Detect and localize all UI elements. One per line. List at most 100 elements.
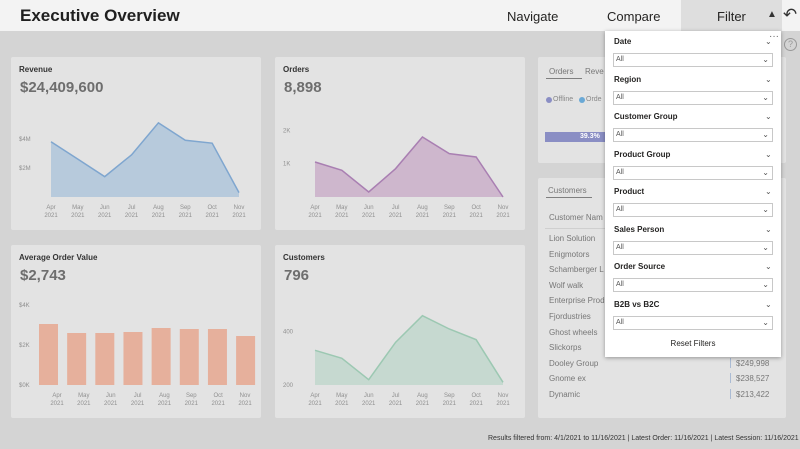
tab-orders[interactable]: Orders: [549, 67, 574, 76]
x-tick-month: Nov: [498, 205, 509, 211]
x-tick-month: Jun: [106, 393, 116, 399]
chevron-down-icon[interactable]: ⌄: [765, 187, 772, 196]
filter-select[interactable]: All ⌄: [613, 240, 773, 255]
x-tick-month: Oct: [207, 205, 217, 211]
x-tick-month: Sep: [180, 205, 191, 211]
x-tick-month: Oct: [213, 393, 223, 399]
card-title: Revenue: [19, 65, 53, 74]
customer-name[interactable]: Wolf walk: [549, 280, 584, 290]
filter-label: B2B vs B2C: [614, 299, 660, 309]
x-tick-year: 2021: [152, 213, 166, 219]
filter-label: Customer Group: [614, 112, 678, 121]
chevron-down-icon: ⌄: [762, 92, 769, 102]
bar[interactable]: [67, 333, 87, 385]
filter-label: Sales Person: [614, 224, 665, 234]
customer-name[interactable]: Dynamic: [549, 390, 581, 399]
filter-select[interactable]: All ⌄: [613, 90, 773, 105]
x-tick-year: 2021: [416, 401, 430, 407]
x-tick-year: 2021: [44, 213, 58, 219]
chevron-down-icon[interactable]: ⌄: [765, 262, 772, 271]
back-arrow-icon[interactable]: ↶: [782, 5, 798, 24]
x-tick-year: 2021: [362, 213, 376, 219]
x-tick-year: 2021: [469, 401, 483, 407]
aov-chart: $4K $2K $0K Apr 2021 May 2021 Jun 2021 Jul 2021 Aug…: [19, 303, 256, 407]
x-tick-year: 2021: [179, 213, 193, 219]
area-fill: [315, 137, 503, 197]
bar[interactable]: [123, 332, 143, 385]
card-value: $24,409,600: [20, 79, 104, 96]
caret-up-icon: ▲: [767, 9, 777, 20]
chevron-down-icon[interactable]: ⌄: [765, 74, 772, 84]
customer-name[interactable]: Ghost wheels: [549, 327, 598, 337]
customer-name[interactable]: Enterprise Prod: [549, 296, 605, 306]
more-options-icon[interactable]: ···: [769, 31, 779, 42]
card-title: Orders: [283, 65, 310, 74]
filter-select-value: All: [616, 56, 624, 63]
x-tick-month: Sep: [444, 205, 455, 211]
filter-label: Product Group: [614, 149, 671, 159]
customer-name[interactable]: Slickorps: [549, 343, 582, 353]
x-tick-year: 2021: [77, 401, 91, 407]
orders-card: Orders 8,898 2K 1K Apr 2021 May 2021 Jun 2021 Ju…: [275, 57, 525, 230]
orders-chart: 2K 1K Apr 2021 May 2021 Jun 2021 Jul 2021 Aug 2021 S…: [283, 128, 510, 219]
x-tick-month: Jun: [100, 205, 110, 211]
customer-name[interactable]: Dooley Group: [549, 358, 599, 368]
x-tick-month: May: [72, 205, 83, 211]
filter-select[interactable]: All ⌄: [613, 128, 773, 142]
chevron-down-icon[interactable]: ⌄: [765, 37, 772, 46]
compare-button[interactable]: Compare: [607, 9, 661, 24]
x-tick-month: Aug: [153, 205, 164, 211]
filter-button-label: Filter: [717, 9, 746, 24]
chevron-down-icon[interactable]: ⌄: [765, 224, 772, 234]
bar[interactable]: [179, 329, 199, 385]
filter-select[interactable]: All ⌄: [613, 203, 773, 217]
y-tick-label: 400: [283, 330, 294, 336]
tab-customers[interactable]: Customers: [548, 186, 587, 195]
filter-select[interactable]: All ⌄: [613, 165, 773, 180]
x-tick-month: Apr: [310, 393, 319, 399]
legend-dot-orders: [579, 97, 585, 103]
x-tick-year: 2021: [389, 401, 403, 407]
area-fill: [315, 315, 503, 385]
chevron-down-icon[interactable]: ⌄: [765, 112, 772, 121]
filter-select[interactable]: All ⌄: [613, 278, 773, 292]
chevron-down-icon[interactable]: ⌄: [765, 149, 772, 159]
tab-revenue[interactable]: Reve: [585, 67, 604, 76]
filter-select[interactable]: All ⌄: [613, 53, 773, 67]
bar[interactable]: [236, 336, 256, 385]
bar[interactable]: [39, 324, 58, 385]
x-tick-month: Apr: [52, 393, 61, 399]
x-tick-month: Aug: [417, 393, 428, 399]
x-tick-year: 2021: [131, 401, 145, 407]
reset-filters-button[interactable]: Reset Filters: [670, 339, 716, 348]
bar[interactable]: [95, 333, 115, 385]
chevron-down-icon[interactable]: ⌄: [765, 299, 772, 309]
filter-select[interactable]: All ⌄: [613, 315, 773, 330]
top-bar: Executive Overview Navigate Compare Filt…: [0, 0, 800, 31]
x-tick-year: 2021: [362, 401, 376, 407]
x-tick-year: 2021: [335, 213, 349, 219]
customer-name[interactable]: Enigmotors: [549, 249, 590, 259]
filter-button[interactable]: Filter ▲: [681, 0, 782, 31]
value-bar: [730, 389, 731, 399]
x-tick-month: May: [78, 393, 89, 399]
card-value: $2,743: [20, 267, 66, 284]
navigate-button[interactable]: Navigate: [507, 9, 559, 24]
bar[interactable]: [207, 329, 227, 385]
customer-name[interactable]: Fjordustries: [549, 312, 591, 321]
x-tick-month: Sep: [444, 393, 455, 399]
card-title: Customers: [283, 253, 325, 262]
y-tick-label: $2M: [19, 166, 31, 172]
help-icon[interactable]: ?: [784, 38, 797, 51]
x-tick-year: 2021: [416, 213, 430, 219]
x-tick-year: 2021: [125, 213, 139, 219]
x-tick-year: 2021: [389, 213, 403, 219]
customer-name[interactable]: Schamberger L: [549, 265, 604, 275]
customers-chart: 400 200 Apr 2021 May 2021 Jun 2021 Jul 2021 Aug 202…: [283, 314, 510, 407]
x-tick-year: 2021: [335, 401, 349, 407]
bar[interactable]: [151, 328, 171, 385]
customer-name[interactable]: Lion Solution: [549, 234, 596, 243]
column-header-customer-name[interactable]: Customer Nam: [549, 213, 603, 222]
x-tick-month: Oct: [471, 205, 481, 211]
customer-name[interactable]: Gnome ex: [549, 374, 586, 384]
